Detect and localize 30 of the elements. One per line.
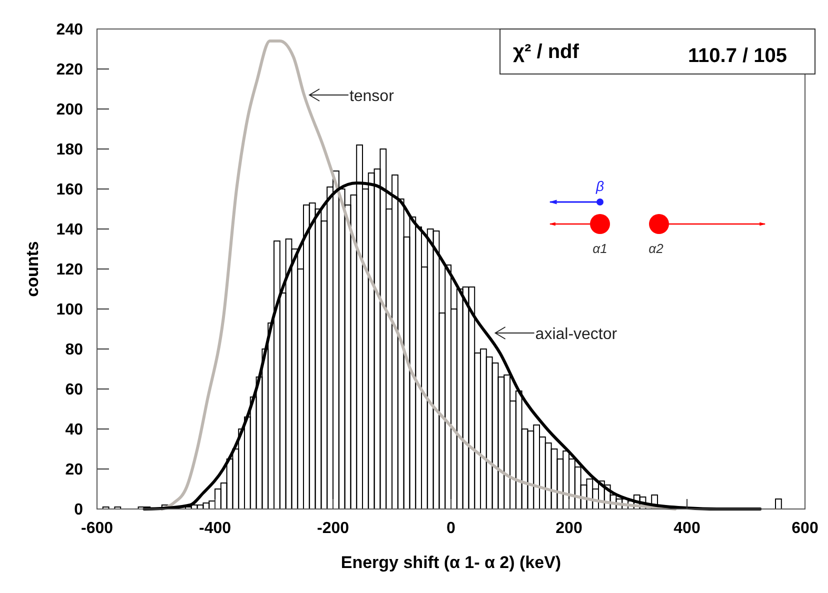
y-tick-label: 0 bbox=[74, 502, 84, 519]
x-tick-label: 600 bbox=[792, 520, 818, 537]
x-tick-label: 400 bbox=[674, 520, 700, 537]
y-tick-label: 100 bbox=[56, 302, 84, 319]
annotation: α1 bbox=[592, 241, 608, 256]
y-tick-label: 180 bbox=[56, 142, 84, 159]
annotation: χ² / ndf bbox=[513, 41, 580, 63]
y-tick-label: 220 bbox=[56, 62, 84, 79]
annotation: α2 bbox=[648, 241, 664, 256]
y-tick-label: 200 bbox=[56, 102, 84, 119]
annotation: axial-vector bbox=[535, 326, 618, 343]
line-series bbox=[160, 40, 677, 510]
y-axis-title: counts bbox=[23, 241, 42, 297]
y-tick-label: 20 bbox=[65, 462, 84, 479]
x-tick-label: -200 bbox=[316, 520, 350, 537]
y-tick-label: 240 bbox=[56, 22, 84, 39]
x-tick-label: 200 bbox=[556, 520, 582, 537]
x-tick-label: -400 bbox=[198, 520, 232, 537]
x-tick-label: 0 bbox=[446, 520, 456, 537]
annotation: 110.7 / 105 bbox=[688, 45, 787, 67]
annotation: β bbox=[595, 178, 604, 194]
annotation: tensor bbox=[349, 88, 395, 105]
y-tick-label: 120 bbox=[56, 262, 84, 279]
y-tick-label: 80 bbox=[65, 342, 84, 359]
x-axis-title: Energy shift (α 1- α 2) (keV) bbox=[340, 553, 562, 572]
x-tick-label: -600 bbox=[80, 520, 114, 537]
y-tick-label: 160 bbox=[56, 182, 84, 199]
y-tick-label: 40 bbox=[65, 422, 84, 439]
y-tick-label: 140 bbox=[56, 222, 84, 239]
y-tick-label: 60 bbox=[65, 382, 84, 399]
